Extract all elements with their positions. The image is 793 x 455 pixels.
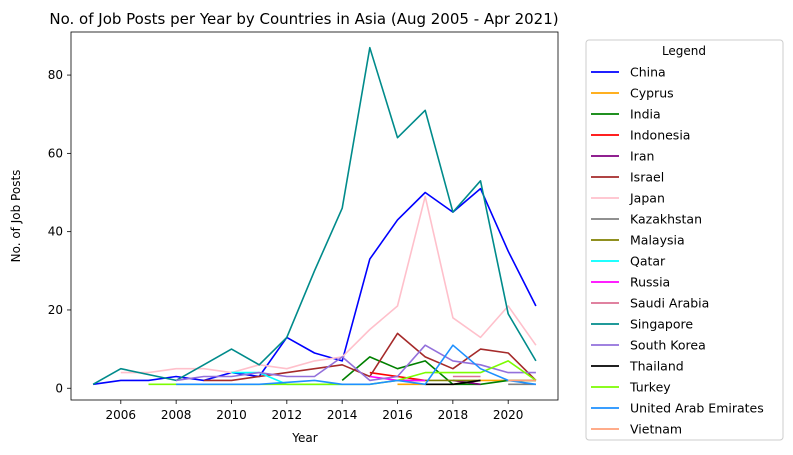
y-tick-label: 0 (55, 381, 63, 395)
series-line-singapore (92, 46, 537, 385)
y-tick-label: 80 (48, 68, 63, 82)
legend-label-qatar: Qatar (630, 254, 666, 269)
y-tick-label: 20 (48, 303, 63, 317)
legend-label-israel: Israel (630, 170, 664, 185)
legend-label-turkey: Turkey (629, 380, 671, 395)
legend-label-malaysia: Malaysia (630, 233, 685, 248)
legend-label-saudi-arabia: Saudi Arabia (630, 296, 709, 311)
legend-label-south-korea: South Korea (630, 338, 706, 353)
x-tick-label: 2020 (493, 408, 524, 422)
legend-title: Legend (662, 44, 706, 58)
series-lines (92, 46, 537, 386)
x-tick-label: 2010 (216, 408, 247, 422)
y-axis-label: No. of Job Posts (9, 170, 23, 263)
x-tick-label: 2018 (438, 408, 469, 422)
legend-label-china: China (630, 65, 666, 80)
series-line-israel (203, 332, 537, 382)
legend-label-singapore: Singapore (630, 317, 693, 332)
y-tick-label: 60 (48, 146, 63, 160)
chart-title: No. of Job Posts per Year by Countries i… (49, 10, 558, 28)
legend-label-japan: Japan (629, 191, 665, 206)
legend-label-indonesia: Indonesia (630, 128, 690, 143)
legend-label-vietnam: Vietnam (630, 422, 682, 437)
series-line-china (92, 187, 537, 386)
x-tick-label: 2006 (106, 408, 137, 422)
series-line-japan (120, 195, 537, 374)
x-tick-label: 2008 (161, 408, 192, 422)
x-tick-label: 2014 (327, 408, 358, 422)
legend-items: China Cyprus India Indonesia Iran Israel Japan… (591, 65, 764, 437)
x-tick-label: 2016 (382, 408, 413, 422)
legend-label-thailand: Thailand (629, 359, 684, 374)
legend-label-russia: Russia (630, 275, 670, 290)
legend-label-india: India (630, 107, 661, 122)
plot-frame (70, 31, 559, 401)
x-axis-label: Year (291, 431, 317, 445)
y-tick-label: 40 (48, 225, 63, 239)
x-tick-label: 2012 (272, 408, 303, 422)
legend-label-kazakhstan: Kazakhstan (630, 212, 702, 227)
legend-label-united-arab-emirates: United Arab Emirates (630, 401, 764, 416)
legend-label-iran: Iran (630, 149, 654, 164)
legend-label-cyprus: Cyprus (630, 86, 674, 101)
legend: Legend China Cyprus India Indonesia Iran Isra… (585, 39, 784, 441)
y-axis: 0 20 40 60 80 (48, 68, 71, 395)
series-line-thailand (425, 379, 481, 386)
series-line-united-arab-emirates (176, 344, 537, 386)
x-axis: 2006 2008 2010 2012 2014 2016 2018 2020 (106, 400, 524, 422)
legend-frame (585, 39, 784, 441)
